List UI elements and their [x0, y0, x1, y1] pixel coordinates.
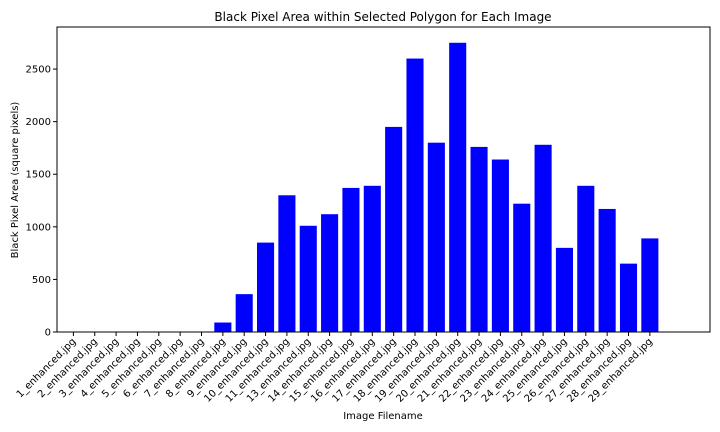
bar-10_enhanced.jpg [257, 242, 275, 332]
bar-9_enhanced.jpg [235, 294, 253, 332]
bar-29_enhanced.jpg [641, 238, 659, 332]
bar-19_enhanced.jpg [427, 142, 445, 332]
x-axis-label: Image Filename [343, 411, 423, 422]
y-tick-label: 2000 [26, 117, 51, 128]
y-tick-label: 500 [32, 275, 51, 286]
bar-8_enhanced.jpg [214, 322, 232, 332]
bar-24_enhanced.jpg [534, 144, 552, 332]
bar-15_enhanced.jpg [342, 187, 360, 332]
bar-16_enhanced.jpg [363, 185, 381, 332]
y-tick-label: 0 [45, 328, 51, 339]
bar-27_enhanced.jpg [598, 208, 616, 332]
x-axis: 1_enhanced.jpg2_enhanced.jpg3_enhanced.j… [15, 332, 655, 405]
bar-17_enhanced.jpg [385, 126, 403, 332]
y-axis: 0 500 1000 1500 2000 2500 [26, 65, 57, 339]
bar-25_enhanced.jpg [555, 247, 573, 332]
chart-title: Black Pixel Area within Selected Polygon… [214, 10, 551, 24]
y-tick-label: 2500 [26, 65, 51, 76]
bar-20_enhanced.jpg [449, 42, 467, 332]
bars-group [214, 42, 659, 333]
bar-28_enhanced.jpg [619, 263, 638, 332]
y-tick-label: 1500 [26, 170, 51, 181]
bar-23_enhanced.jpg [513, 203, 531, 332]
bar-26_enhanced.jpg [577, 185, 595, 332]
y-tick-label: 1000 [26, 222, 51, 233]
bar-14_enhanced.jpg [321, 214, 339, 332]
bar-22_enhanced.jpg [491, 159, 509, 332]
bar-11_enhanced.jpg [278, 195, 296, 332]
y-axis-label: Black Pixel Area (square pixels) [10, 102, 21, 259]
plot-frame [56, 26, 711, 333]
bar-18_enhanced.jpg [406, 58, 424, 333]
bar-13_enhanced.jpg [299, 225, 317, 332]
bar-21_enhanced.jpg [470, 146, 488, 332]
